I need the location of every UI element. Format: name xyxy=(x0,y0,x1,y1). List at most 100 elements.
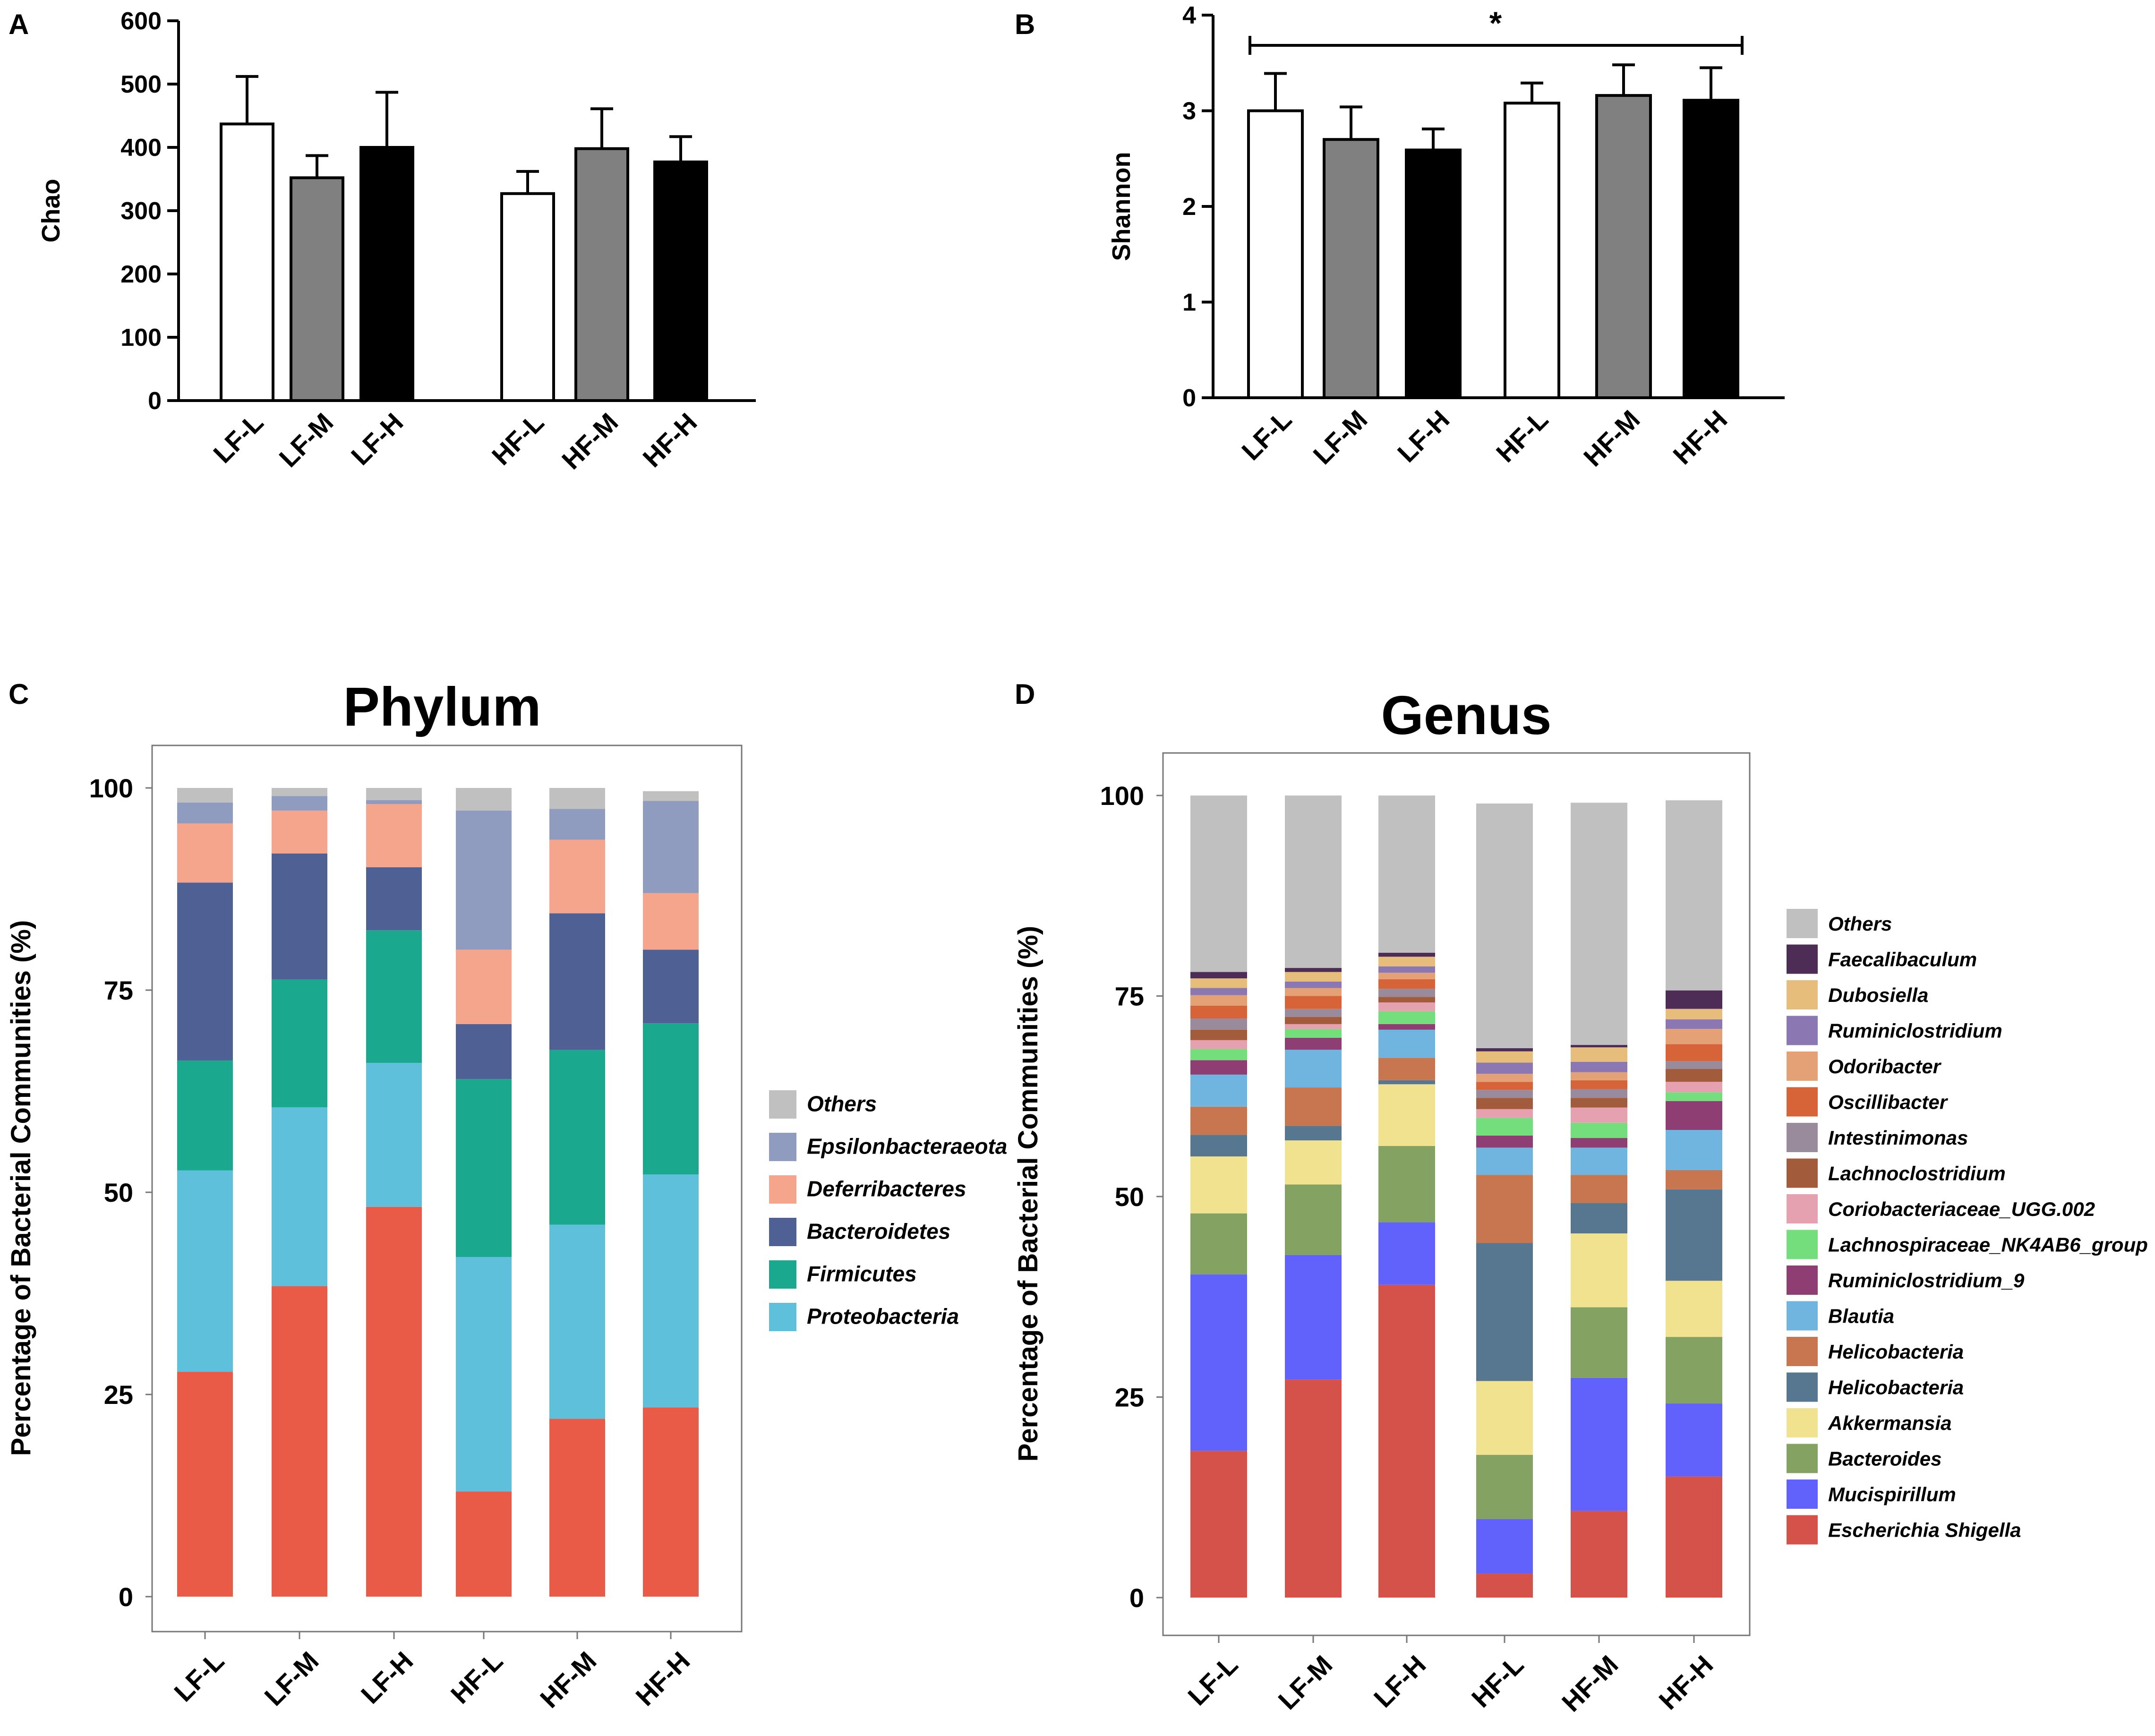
legend-swatch-proteobacteria xyxy=(769,1303,796,1331)
x-tick-label: HF-L xyxy=(445,1646,509,1710)
legend-label-proteobacteria: Proteobacteria xyxy=(807,1304,959,1328)
segment-proteobacteria-lf-l xyxy=(177,1372,233,1597)
x-tick-label: HF-M xyxy=(1578,404,1646,472)
legend-label-odoribacter: Odoribacter xyxy=(1828,1055,1942,1078)
legend-label-bacteroides: Bacteroides xyxy=(1828,1447,1941,1470)
legend-label-helicobacteria: Helicobacteria xyxy=(1828,1376,1964,1398)
y-tick-label: 4 xyxy=(1182,2,1196,29)
segment-oscillibacter-lf-h xyxy=(1378,979,1435,989)
x-tick-label: LF-H xyxy=(1368,1650,1432,1713)
legend-swatch-helicobacteria xyxy=(1787,1372,1818,1402)
segment-ruminiclostridium-9-hf-m xyxy=(1571,1138,1627,1148)
y-tick-label: 0 xyxy=(1182,385,1196,412)
panel-a-label: A xyxy=(9,9,29,40)
segment-coriobacteriaceae-ugg-002-hf-h xyxy=(1666,1082,1722,1093)
x-tick-label: HF-L xyxy=(1490,404,1554,468)
segment-odoribacter-lf-m xyxy=(1285,988,1342,996)
legend-swatch-blautia xyxy=(1787,1301,1818,1331)
segment-coriobacteriaceae-ugg-002-lf-m xyxy=(1285,1024,1342,1029)
plot-frame xyxy=(1162,752,1751,1636)
segment-coriobacteriaceae-ugg-002-lf-h xyxy=(1378,1002,1435,1011)
segment-lachnospiraceae-nk4ab6-group-lf-l xyxy=(1190,1049,1247,1060)
y-tick-label: 1 xyxy=(1182,289,1196,316)
segment-bacteroides-lf-l xyxy=(1190,1213,1247,1274)
legend-swatch-others xyxy=(769,1090,796,1119)
bar-hf-m xyxy=(1595,94,1652,400)
segment-akkermansia-hf-l xyxy=(1476,1381,1533,1455)
segment-lachnoclostridium-lf-l xyxy=(1190,1029,1247,1040)
segment-dubosiella-lf-m xyxy=(1285,972,1342,982)
segment-epsilonbacteraeota-lf-m xyxy=(272,796,327,811)
legend-swatch-intestinimonas xyxy=(1787,1123,1818,1152)
legend-label-ruminiclostridium-9: Ruminiclostridium_9 xyxy=(1828,1269,2025,1291)
segment-dubosiella-hf-m xyxy=(1571,1047,1627,1062)
segment-blautia-lf-m xyxy=(1285,1050,1342,1088)
segment-bacteroidetes-hf-m xyxy=(549,1050,605,1225)
legend-label-others: Others xyxy=(807,1091,877,1116)
legend-swatch-firmicutes xyxy=(769,1260,796,1289)
panel-d-genus: Genus 0 25 50 75 100 Percentage of Bacterial C… xyxy=(1013,684,2148,1717)
segment-mucispirillum-lf-h xyxy=(1378,1222,1435,1285)
segment-lachnospiraceae-nk4ab6-group-lf-h xyxy=(1378,1011,1435,1024)
segment-ruminiclostridium-9-lf-l xyxy=(1190,1060,1247,1075)
bar-hf-h xyxy=(1683,99,1739,400)
y-tick-label: 600 xyxy=(120,8,162,35)
segment-blautia-hf-h xyxy=(1666,1130,1722,1170)
legend-swatch-epsilonbacteraeota xyxy=(769,1133,796,1161)
legend-swatch-others xyxy=(1787,909,1818,938)
significance-star: * xyxy=(1489,5,1502,41)
segment-helicobacteria-hf-m xyxy=(1571,1203,1627,1234)
x-tick-label: HF-M xyxy=(1556,1650,1624,1718)
segment-deferribacteres-hf-l xyxy=(456,949,512,1024)
chart-title: Genus xyxy=(1381,684,1552,746)
segment-bacteroidetes-lf-l xyxy=(177,882,233,1060)
segment-firmicutes-lf-m xyxy=(272,1107,327,1286)
y-tick-label: 400 xyxy=(120,134,162,162)
segment-bacteroidetes-hf-h xyxy=(643,1023,699,1175)
panel-b-label: B xyxy=(1015,9,1035,40)
segment-firmicutes-hf-m xyxy=(549,1224,605,1419)
legend-swatch-lachnospiraceae-nk4ab6-group xyxy=(1787,1230,1818,1259)
x-tick-label: LF-H xyxy=(345,407,409,471)
x-tick-label: LF-H xyxy=(1392,404,1455,468)
segment-faecalibaculum-hf-l xyxy=(1476,1048,1533,1052)
legend-swatch-escherichia-shigella xyxy=(1787,1515,1818,1545)
segment-blautia-lf-l xyxy=(1190,1074,1247,1107)
segment-odoribacter-hf-h xyxy=(1666,1029,1722,1044)
segment-proteobacteria-lf-m xyxy=(272,1286,327,1597)
y-tick-label: 100 xyxy=(1100,781,1144,811)
segment-others-lf-m xyxy=(272,788,327,796)
segment-oscillibacter-lf-m xyxy=(1285,996,1342,1009)
segment-helicobacteria-hf-h xyxy=(1666,1170,1722,1189)
segment-firmicutes-hf-l xyxy=(456,1257,512,1492)
panel-d-label: D xyxy=(1015,678,1035,710)
legend-swatch-oscillibacter xyxy=(1787,1087,1818,1117)
segment-others-hf-m xyxy=(549,788,605,809)
x-tick-label: HF-H xyxy=(630,1646,695,1711)
segment-dubosiella-hf-l xyxy=(1476,1051,1533,1063)
segment-epsilonbacteraeota-hf-l xyxy=(456,810,512,950)
y-tick-label: 500 xyxy=(120,71,162,98)
segment-odoribacter-lf-h xyxy=(1378,973,1435,979)
bar-lf-l xyxy=(220,122,274,402)
panel-c-label: C xyxy=(9,678,29,710)
segment-mucispirillum-lf-l xyxy=(1190,1274,1247,1451)
segment-lachnoclostridium-lf-h xyxy=(1378,997,1435,1003)
segment-others-hf-h xyxy=(643,791,699,801)
legend-swatch-helicobacteria xyxy=(1787,1337,1818,1366)
segment-oscillibacter-lf-l xyxy=(1190,1005,1247,1019)
x-tick-label: LF-M xyxy=(1307,404,1373,470)
segment-others-hf-l xyxy=(456,788,512,811)
legend-label-intestinimonas: Intestinimonas xyxy=(1828,1127,1968,1149)
segment-mucispirillum-hf-l xyxy=(1476,1519,1533,1574)
x-tick-label: HF-H xyxy=(1667,404,1733,470)
x-tick-label: LF-L xyxy=(207,407,269,469)
segment-bacteroidetes-hf-l xyxy=(456,1024,512,1079)
legend-label-faecalibaculum: Faecalibaculum xyxy=(1828,948,1977,970)
segment-deferribacteres-lf-h xyxy=(366,804,422,867)
segment-others-lf-m xyxy=(1285,795,1342,968)
legend-swatch-deferribacteres xyxy=(769,1175,796,1204)
x-tick-label: LF-M xyxy=(258,1646,324,1711)
segment-odoribacter-hf-l xyxy=(1476,1074,1533,1082)
